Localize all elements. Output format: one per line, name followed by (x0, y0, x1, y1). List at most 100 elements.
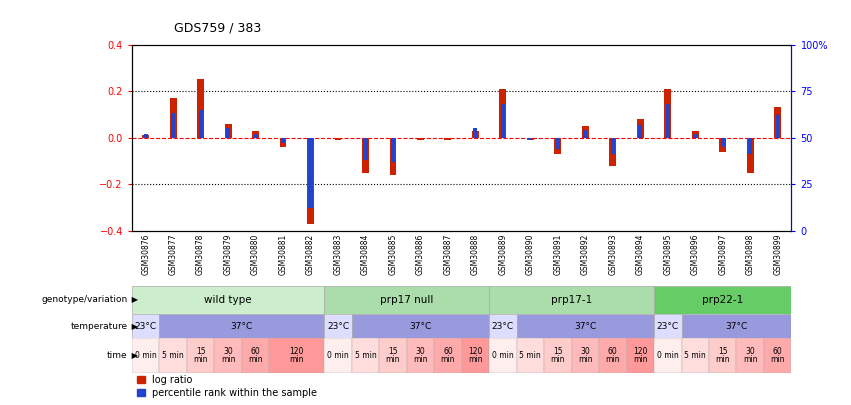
Text: 60
min: 60 min (606, 347, 620, 364)
Bar (254, 134, 258, 138)
Bar (473, 128, 477, 138)
Bar (198, 110, 203, 138)
Text: GSM30876: GSM30876 (141, 234, 150, 275)
Bar (654, 338, 682, 373)
Bar (665, 89, 671, 138)
Bar (692, 131, 699, 138)
Text: GSM30882: GSM30882 (306, 234, 315, 275)
Text: GSM30889: GSM30889 (499, 234, 507, 275)
Text: 37°C: 37°C (574, 322, 597, 330)
Text: GSM30891: GSM30891 (553, 234, 563, 275)
Bar (554, 138, 562, 154)
Bar (281, 138, 285, 143)
Bar (764, 338, 791, 373)
Text: 30
min: 30 min (578, 347, 592, 364)
Bar (444, 138, 451, 140)
Text: GDS759 / 383: GDS759 / 383 (174, 21, 262, 34)
Bar (517, 338, 544, 373)
Bar (380, 338, 407, 373)
Text: GSM30881: GSM30881 (278, 234, 288, 275)
Bar (159, 338, 187, 373)
Bar (489, 338, 517, 373)
Bar (159, 314, 324, 338)
Text: 120
min: 120 min (468, 347, 483, 364)
Bar (171, 113, 175, 138)
Bar (572, 338, 599, 373)
Bar (461, 338, 489, 373)
Bar (748, 138, 752, 154)
Bar (583, 130, 587, 138)
Bar (611, 138, 615, 154)
Bar (556, 138, 560, 149)
Bar (654, 286, 791, 314)
Bar (682, 314, 791, 338)
Bar (489, 314, 517, 338)
Text: GSM30894: GSM30894 (636, 234, 645, 275)
Text: 5 min: 5 min (519, 351, 541, 360)
Text: GSM30893: GSM30893 (608, 234, 617, 275)
Bar (225, 124, 231, 138)
Bar (417, 138, 424, 140)
Text: GSM30887: GSM30887 (443, 234, 453, 275)
Text: ▶: ▶ (129, 322, 139, 330)
Bar (334, 138, 341, 140)
Text: 15
min: 15 min (386, 347, 400, 364)
Text: 0 min: 0 min (657, 351, 678, 360)
Bar (544, 338, 572, 373)
Text: 23°C: 23°C (492, 322, 514, 330)
Text: prp22-1: prp22-1 (702, 295, 744, 305)
Bar (351, 338, 380, 373)
Bar (307, 138, 314, 224)
Text: 15
min: 15 min (551, 347, 565, 364)
Text: 60
min: 60 min (441, 347, 455, 364)
Bar (214, 338, 242, 373)
Text: temperature: temperature (71, 322, 128, 330)
Text: 23°C: 23°C (134, 322, 157, 330)
Bar (144, 134, 148, 138)
Text: prp17 null: prp17 null (380, 295, 433, 305)
Bar (142, 135, 149, 138)
Bar (501, 104, 505, 138)
Bar (637, 119, 643, 138)
Text: 5 min: 5 min (355, 351, 376, 360)
Bar (280, 138, 287, 147)
Legend: log ratio, percentile rank within the sample: log ratio, percentile rank within the sa… (137, 375, 317, 398)
Bar (132, 338, 159, 373)
Text: GSM30898: GSM30898 (745, 234, 755, 275)
Text: 60
min: 60 min (770, 347, 785, 364)
Bar (719, 138, 726, 151)
Bar (638, 125, 643, 138)
Text: 120
min: 120 min (289, 347, 304, 364)
Text: 0 min: 0 min (492, 351, 514, 360)
Text: GSM30896: GSM30896 (691, 234, 700, 275)
Text: GSM30895: GSM30895 (663, 234, 672, 275)
Bar (609, 138, 616, 166)
Bar (269, 338, 324, 373)
Text: ▶: ▶ (129, 295, 139, 304)
Bar (472, 131, 479, 138)
Text: 23°C: 23°C (327, 322, 349, 330)
Bar (489, 286, 654, 314)
Text: 5 min: 5 min (163, 351, 184, 360)
Text: 15
min: 15 min (716, 347, 730, 364)
Text: 37°C: 37°C (231, 322, 253, 330)
Bar (351, 314, 489, 338)
Bar (528, 138, 533, 140)
Text: GSM30878: GSM30878 (196, 234, 205, 275)
Bar (694, 134, 697, 138)
Bar (197, 79, 204, 138)
Text: GSM30880: GSM30880 (251, 234, 260, 275)
Bar (582, 126, 589, 138)
Text: 5 min: 5 min (684, 351, 706, 360)
Text: ▶: ▶ (129, 351, 139, 360)
Text: 120
min: 120 min (633, 347, 648, 364)
Bar (132, 286, 324, 314)
Bar (391, 138, 395, 162)
Bar (363, 138, 368, 160)
Bar (599, 338, 626, 373)
Text: GSM30886: GSM30886 (416, 234, 425, 275)
Text: GSM30883: GSM30883 (334, 234, 342, 275)
Bar (709, 338, 736, 373)
Bar (665, 104, 670, 138)
Bar (226, 128, 230, 138)
